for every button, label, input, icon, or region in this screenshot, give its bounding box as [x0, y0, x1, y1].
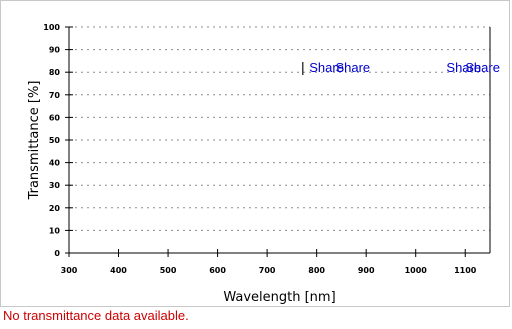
x-tick-label-1000: 1000: [405, 266, 428, 275]
x-tick-label-500: 500: [160, 266, 177, 275]
y-tick-label-100: 100: [43, 23, 60, 32]
y-tick-label-90: 90: [49, 46, 61, 55]
x-tick-label-700: 700: [259, 266, 276, 275]
y-axis-label: Transmittance [%]: [27, 81, 42, 201]
transmittance-chart: 0 10 20 30 40 50 60 70 80 90 100 300 400 500 600 700 800…: [27, 23, 500, 305]
y-tick-label-0: 0: [54, 249, 60, 258]
y-tick-label-30: 30: [49, 181, 61, 190]
y-tick-label-20: 20: [49, 204, 61, 213]
share-link-1[interactable]: Share: [309, 60, 344, 75]
x-tick-label-400: 400: [110, 266, 127, 275]
y-tick-label-70: 70: [49, 91, 61, 100]
x-axis-label: Wavelength [nm]: [223, 290, 335, 305]
x-tick-label-900: 900: [358, 266, 375, 275]
x-tick-label-600: 600: [209, 266, 226, 275]
share-link-3[interactable]: Share: [446, 60, 481, 75]
y-tick-label-10: 10: [49, 226, 61, 235]
share-link-2[interactable]: Share: [335, 60, 370, 75]
y-tick-label-60: 60: [49, 113, 61, 122]
x-tick-label-300: 300: [61, 266, 78, 275]
y-tick-label-50: 50: [49, 136, 61, 145]
y-tick-label-40: 40: [49, 159, 61, 168]
chart-frame: 0 10 20 30 40 50 60 70 80 90 100 300 400 500 600 700 800…: [0, 0, 510, 307]
x-tick-label-1100: 1100: [454, 266, 477, 275]
y-tick-label-80: 80: [49, 68, 61, 77]
share-link-4[interactable]: Share: [465, 60, 500, 75]
no-data-message: No transmittance data available.: [3, 308, 189, 323]
annotation-marker: |: [301, 59, 305, 75]
x-tick-label-800: 800: [308, 266, 325, 275]
